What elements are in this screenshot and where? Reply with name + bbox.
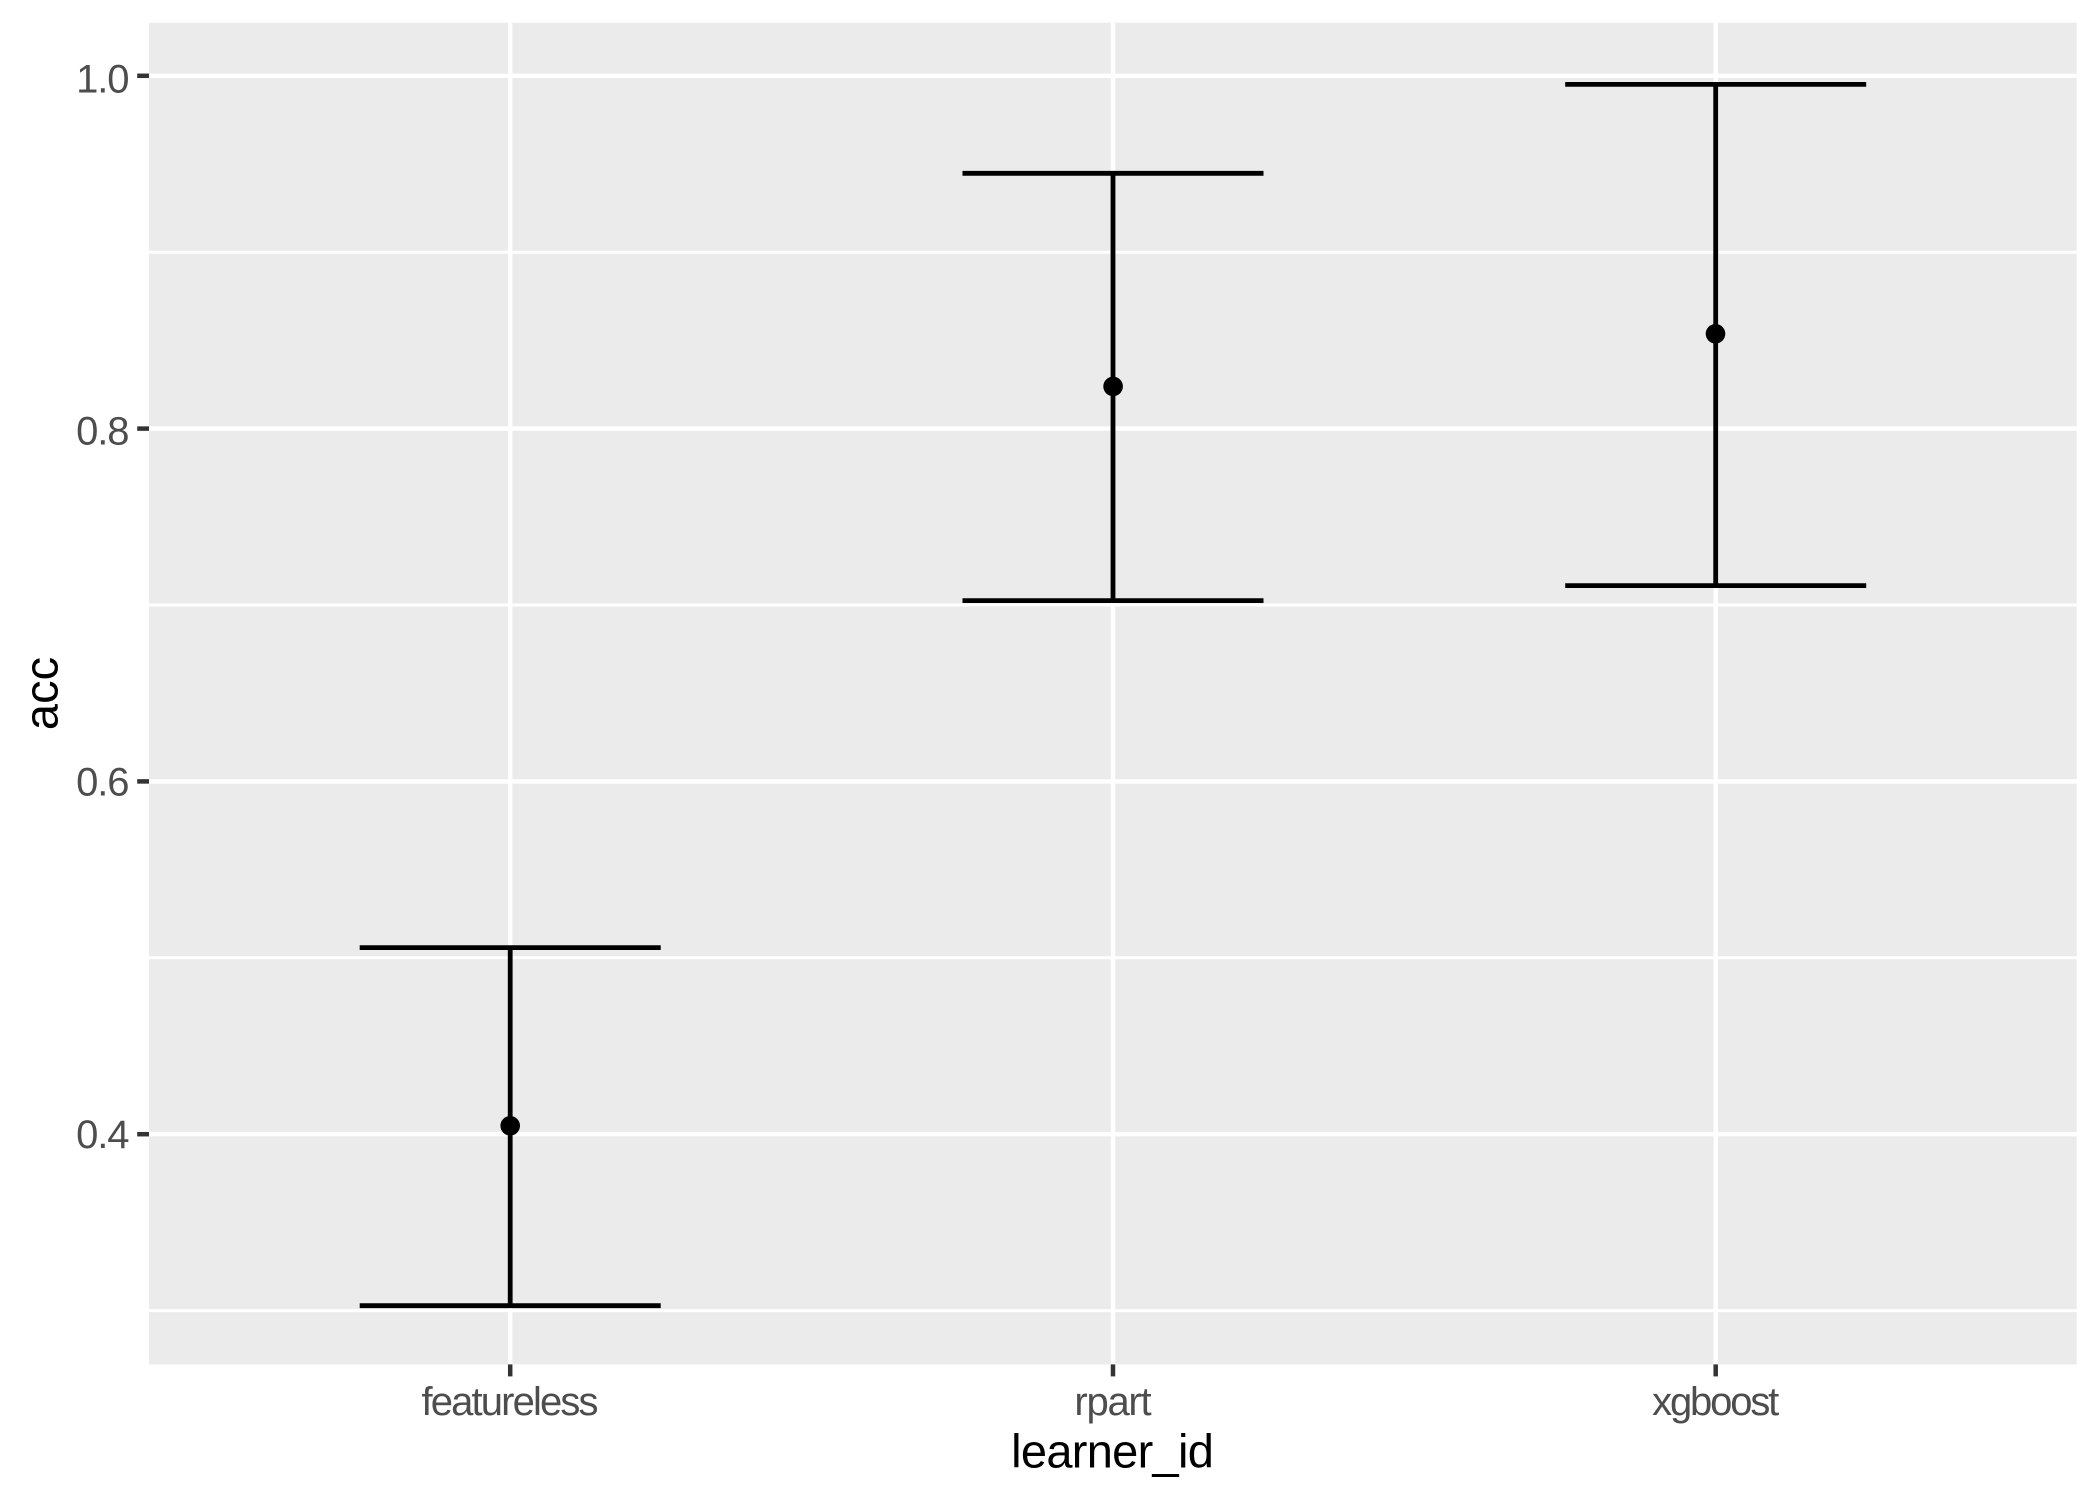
- svg-text:acc: acc: [15, 657, 68, 730]
- svg-text:featureless: featureless: [422, 1380, 599, 1424]
- svg-text:0.8: 0.8: [76, 410, 129, 454]
- svg-text:learner_id: learner_id: [1011, 1425, 1214, 1478]
- svg-text:rpart: rpart: [1074, 1380, 1151, 1424]
- svg-text:xgboost: xgboost: [1652, 1380, 1779, 1424]
- svg-text:0.6: 0.6: [76, 761, 129, 805]
- svg-text:0.4: 0.4: [76, 1113, 129, 1157]
- svg-text:1.0: 1.0: [76, 58, 129, 102]
